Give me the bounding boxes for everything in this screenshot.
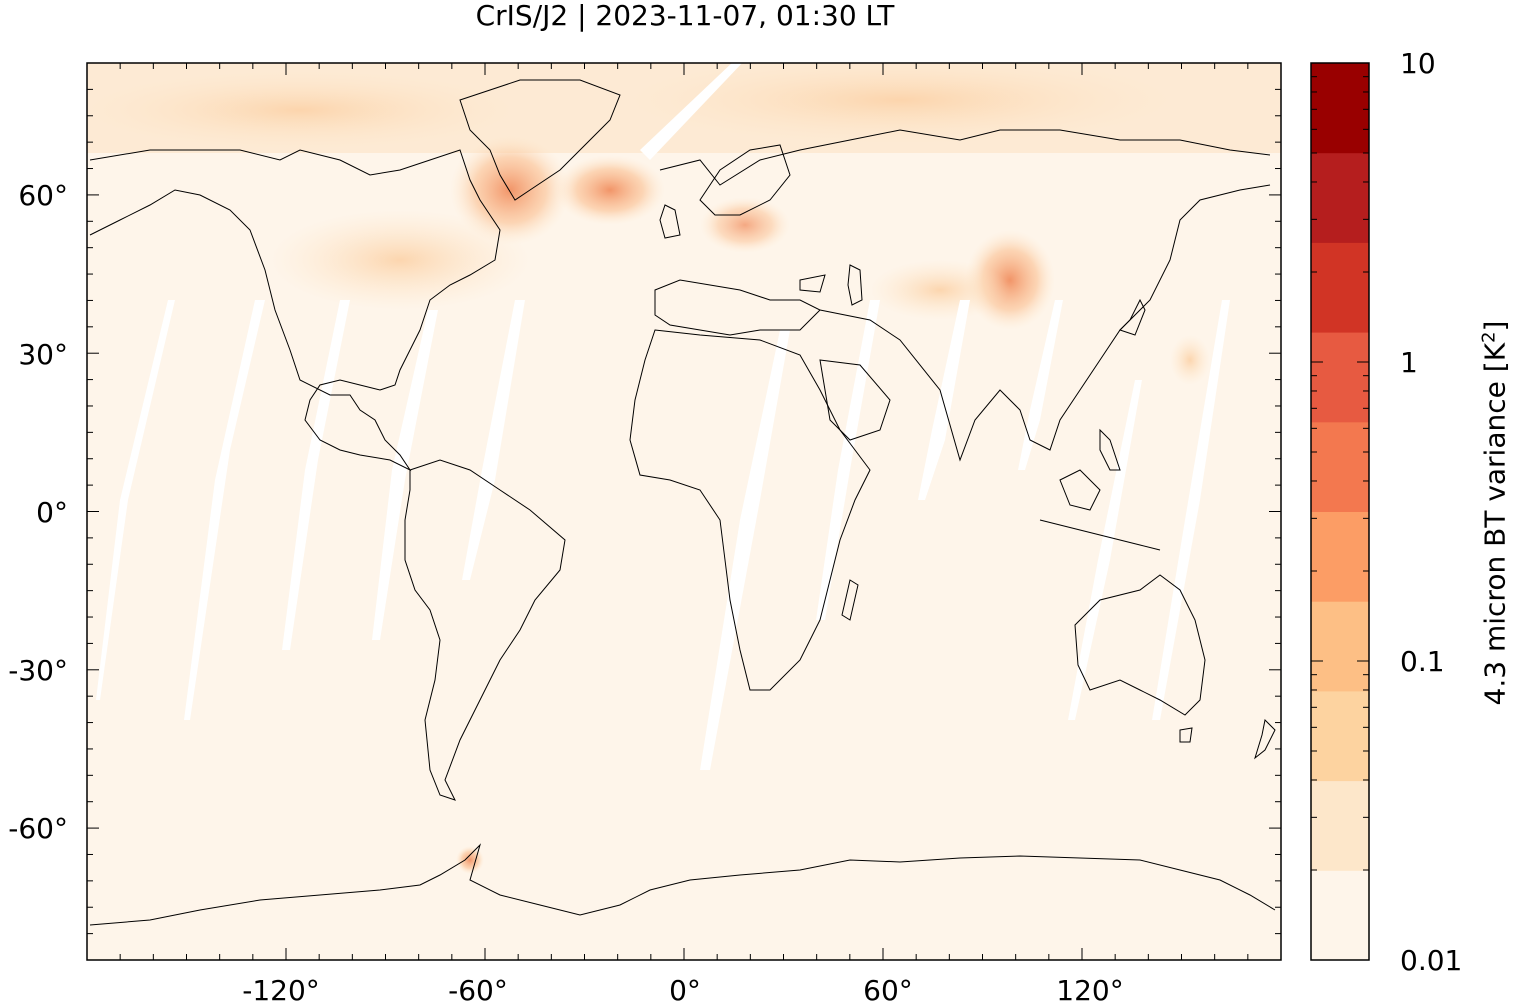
x-tick-label: -120° bbox=[242, 974, 320, 1002]
y-tick-label: -60° bbox=[8, 812, 68, 845]
north-atlantic-hotspot bbox=[555, 155, 665, 225]
x-tick-label: 120° bbox=[1056, 974, 1123, 1002]
y-tick-label: 60° bbox=[18, 179, 68, 212]
colorbar-band bbox=[1311, 780, 1369, 871]
map-ticks bbox=[87, 63, 1281, 960]
north-america-patch bbox=[270, 210, 530, 310]
colorbar-band bbox=[1311, 421, 1369, 512]
y-tick-label: -30° bbox=[8, 654, 68, 687]
x-axis-labels: -120° -60° 0° 60° 120° bbox=[242, 974, 1124, 1002]
arctic-patch-2 bbox=[620, 63, 1180, 145]
arctic-patch-1 bbox=[87, 70, 520, 150]
map-area bbox=[87, 63, 1281, 960]
colorbar-frame bbox=[1310, 62, 1370, 961]
y-tick-label: 0° bbox=[36, 496, 68, 529]
y-tick-label: 30° bbox=[18, 338, 68, 371]
colorbar-labels: 10 1 0.1 0.01 bbox=[1400, 47, 1462, 977]
antarctic-peninsula-hotspot bbox=[456, 846, 484, 874]
x-tick-label: -60° bbox=[448, 974, 508, 1002]
colorbar-band bbox=[1311, 690, 1369, 782]
colorbar bbox=[1311, 63, 1369, 961]
colorbar-tick-label: 0.01 bbox=[1400, 944, 1462, 977]
y-axis-labels: 60° 30° 0° -30° -60° bbox=[8, 179, 68, 845]
colorbar-band bbox=[1311, 601, 1369, 692]
europe-hotspot bbox=[700, 197, 790, 253]
coastlines bbox=[89, 79, 1276, 926]
x-tick-label: 0° bbox=[669, 974, 701, 1002]
colorbar-band bbox=[1311, 242, 1369, 333]
map-title: CrIS/J2 | 2023-11-07, 01:30 LT bbox=[475, 0, 895, 32]
colorbar-band bbox=[1311, 332, 1369, 423]
colorbar-label: 4.3 micron BT variance [K2] bbox=[1478, 320, 1512, 706]
map-background bbox=[87, 63, 1281, 960]
central-asia-patch bbox=[870, 260, 1010, 320]
colorbar-band bbox=[1311, 511, 1369, 602]
x-tick-label: 60° bbox=[863, 974, 913, 1002]
colorbar-ticks bbox=[1311, 62, 1369, 961]
east-asia-patch bbox=[1170, 335, 1210, 385]
colorbar-band bbox=[1311, 870, 1369, 961]
colorbar-tick-label: 1 bbox=[1400, 346, 1418, 379]
colorbar-tick-label: 0.1 bbox=[1400, 645, 1445, 678]
greenland-hotspot bbox=[450, 135, 570, 245]
swath-gaps bbox=[96, 63, 1230, 770]
colorbar-tick-label: 10 bbox=[1400, 47, 1436, 80]
colorbar-band bbox=[1311, 63, 1369, 154]
colorbar-band bbox=[1311, 152, 1369, 243]
